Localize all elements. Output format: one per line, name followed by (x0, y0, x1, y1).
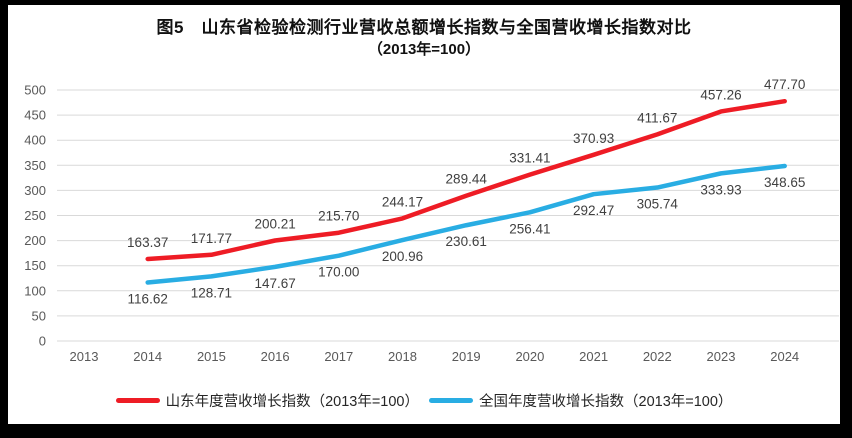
chart-title-line2: （2013年=100） (367, 41, 481, 58)
shandong-line-swatch-icon (115, 398, 160, 403)
data-label: 230.61 (446, 234, 487, 249)
data-label: 171.77 (191, 231, 232, 246)
y-axis-tick-label: 400 (24, 133, 46, 148)
data-label: 348.65 (764, 175, 805, 190)
data-label: 289.44 (446, 172, 488, 187)
data-label: 200.96 (382, 249, 423, 264)
x-axis-tick-label: 2020 (515, 349, 544, 364)
chart-legend: 山东年度营收增长指数（2013年=100） 全国年度营收增长指数（2013年=1… (8, 390, 840, 411)
x-axis-tick-label: 2016 (261, 349, 290, 364)
x-axis-tick-label: 2017 (324, 349, 353, 364)
chart-surface (8, 5, 840, 424)
data-label: 147.67 (254, 276, 295, 291)
y-axis-tick-label: 100 (24, 283, 46, 298)
data-label: 244.17 (382, 194, 423, 209)
y-axis-tick-label: 200 (24, 233, 46, 248)
chart-title: 图5 山东省检验检测行业营收总额增长指数与全国营收增长指数对比 （2013年=1… (8, 16, 840, 60)
legend-label-shandong: 山东年度营收增长指数（2013年=100） (165, 394, 419, 410)
series-line-1 (145, 163, 787, 285)
y-axis-tick-label: 50 (32, 308, 46, 323)
data-label: 305.74 (637, 197, 679, 212)
data-label: 200.21 (254, 216, 295, 231)
x-axis-tick-label: 2014 (133, 349, 162, 364)
national-line-swatch-icon (429, 398, 473, 403)
data-label: 457.26 (700, 87, 741, 102)
chart-title-line1: 图5 山东省检验检测行业营收总额增长指数与全国营收增长指数对比 (156, 18, 692, 37)
data-label: 370.93 (573, 131, 614, 146)
legend-item-national: 全国年度营收增长指数（2013年=100） (429, 390, 732, 411)
data-label: 256.41 (509, 221, 550, 236)
data-label: 163.37 (127, 235, 168, 250)
y-axis-tick-label: 350 (24, 158, 46, 173)
x-axis-tick-label: 2023 (707, 349, 736, 364)
data-label: 215.70 (318, 209, 359, 224)
y-axis-tick-label: 150 (24, 258, 46, 273)
data-label: 477.70 (764, 77, 805, 92)
y-axis-tick-label: 250 (24, 208, 46, 223)
x-axis-tick-label: 2022 (643, 349, 672, 364)
x-axis-tick-label: 2015 (197, 349, 226, 364)
x-axis-tick-label: 2021 (579, 349, 608, 364)
x-axis-tick-label: 2018 (388, 349, 417, 364)
data-label: 292.47 (573, 203, 614, 218)
x-axis-tick-label: 2019 (452, 349, 481, 364)
y-axis-tick-label: 0 (39, 334, 46, 349)
y-axis-tick-label: 450 (24, 108, 46, 123)
y-axis-tick-label: 300 (24, 183, 46, 198)
data-label: 411.67 (637, 110, 677, 125)
data-label: 128.71 (191, 285, 232, 300)
data-label: 331.41 (509, 151, 550, 166)
data-label: 333.93 (700, 182, 741, 197)
x-axis-tick-label: 2024 (770, 349, 799, 364)
x-axis-tick-label: 2013 (70, 349, 99, 364)
legend-label-national: 全国年度营收增长指数（2013年=100） (479, 394, 733, 410)
data-label: 116.62 (128, 291, 168, 306)
y-axis-tick-label: 500 (24, 83, 46, 98)
data-label: 170.00 (318, 265, 359, 280)
series-line-0 (145, 98, 787, 262)
legend-item-shandong: 山东年度营收增长指数（2013年=100） (115, 390, 419, 411)
